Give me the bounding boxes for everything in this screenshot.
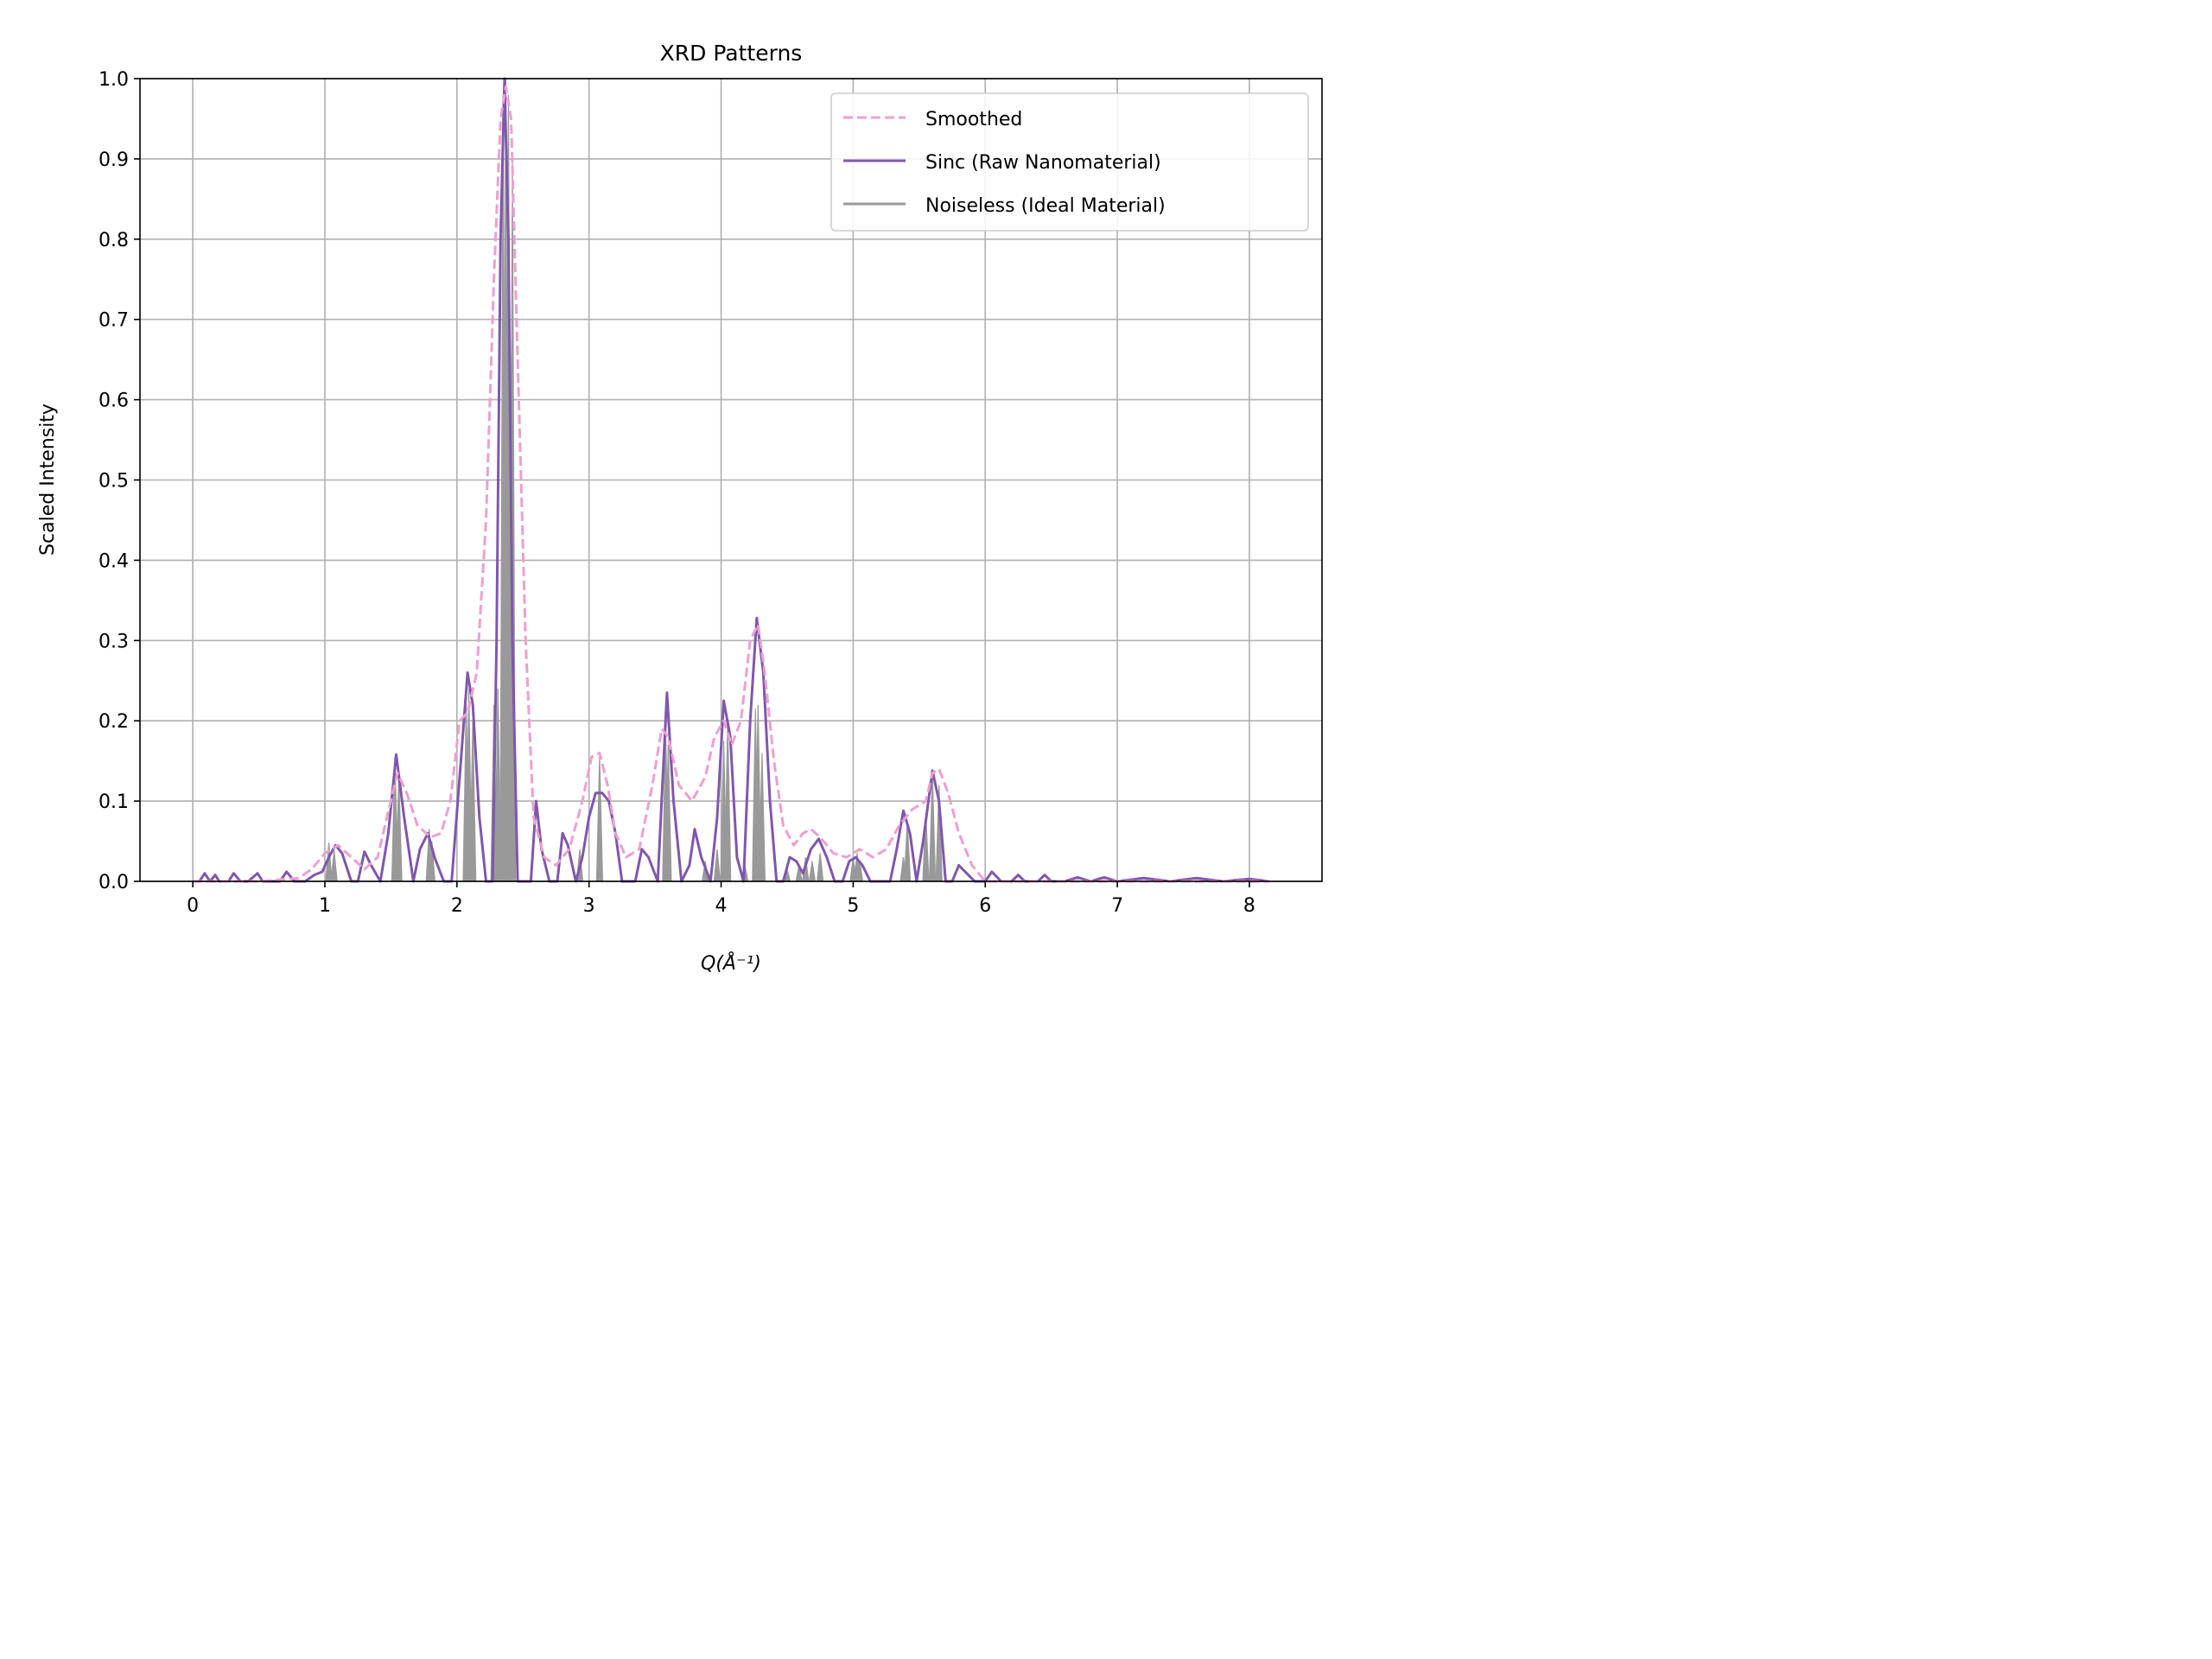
y-tick-label: 0.1: [99, 791, 129, 813]
smoothed-series-line: [193, 85, 1269, 883]
x-tick-label: 2: [451, 895, 463, 917]
x-axis-label: Q(Å⁻¹): [701, 951, 761, 975]
x-tick-label: 4: [715, 895, 728, 917]
y-tick-label: 0.8: [99, 230, 129, 251]
y-tick-label: 0.9: [99, 149, 129, 171]
y-tick-label: 0.7: [99, 310, 129, 332]
x-tick-label: 1: [319, 895, 331, 917]
chart-container: XRD Patterns 0 1 2 3 4 5 6 7 8 0.0 0.1 0.2 0.3 0.4 0.5…: [0, 0, 1355, 1016]
xrd-chart: XRD Patterns 0 1 2 3 4 5 6 7 8 0.0 0.1 0.2 0.3 0.4 0.5…: [0, 0, 1355, 1016]
x-tick-label: 0: [187, 895, 199, 917]
legend-label-noiseless: Noiseless (Ideal Material): [925, 195, 1166, 217]
legend-box: [830, 92, 1309, 232]
legend: Smoothed Sinc (Raw Nanomaterial) Noisele…: [830, 92, 1309, 232]
y-tick-label: 0.6: [99, 391, 129, 412]
x-tick-label: 8: [1243, 895, 1255, 917]
x-tick-label: 7: [1111, 895, 1123, 917]
legend-label-sinc: Sinc (Raw Nanomaterial): [925, 152, 1161, 174]
y-tick-label: 0.4: [99, 550, 129, 572]
y-tick-label: 0.5: [99, 471, 129, 493]
chart-title: XRD Patterns: [660, 41, 803, 66]
y-tick-label: 0.2: [99, 711, 129, 733]
y-axis-label: Scaled Intensity: [37, 404, 59, 556]
y-tick-label: 0.3: [99, 631, 129, 652]
x-tick-label: 6: [979, 895, 991, 917]
x-tick-label: 3: [583, 895, 595, 917]
legend-label-smoothed: Smoothed: [925, 109, 1022, 130]
axes: 0 1 2 3 4 5 6 7 8 0.0 0.1 0.2 0.3 0.4 0.5 0.6 0.7 0.8 0.9 1…: [99, 69, 1255, 917]
x-tick-label: 5: [847, 895, 859, 917]
y-tick-label: 1.0: [99, 69, 129, 91]
y-tick-label: 0.0: [99, 872, 129, 893]
